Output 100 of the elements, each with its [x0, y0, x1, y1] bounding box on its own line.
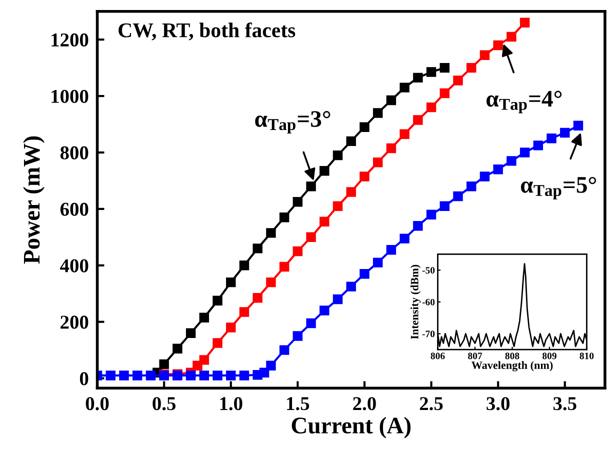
point [560, 128, 570, 138]
y-tick-label: 0 [80, 372, 88, 386]
point [426, 210, 436, 220]
point [239, 260, 250, 270]
y-tick-label: 1200 [52, 33, 88, 47]
point [292, 197, 303, 207]
y-tick-label: -50 [422, 267, 435, 274]
point [320, 166, 330, 176]
y-tick-label: -70 [422, 330, 435, 338]
point [360, 122, 370, 132]
point [440, 201, 450, 211]
y-tick-label: -60 [422, 298, 435, 306]
chart-title: CW, RT, both facets [118, 22, 296, 40]
annotation: α$_{Tap}$=4° [486, 90, 562, 114]
point [292, 331, 303, 341]
point [239, 370, 250, 380]
point [400, 82, 410, 92]
point [332, 150, 343, 160]
point [106, 370, 116, 380]
point [346, 187, 356, 197]
point [413, 221, 423, 231]
point [440, 88, 450, 98]
annotation: α$_{Tap}$=5° [520, 176, 596, 200]
point [266, 277, 276, 288]
y-axis-title: Intensity (dBm) [410, 264, 421, 340]
point [252, 244, 262, 254]
x-axis-title: Current (A) [292, 416, 411, 438]
point [306, 318, 316, 328]
point [573, 120, 584, 131]
point [226, 322, 236, 332]
point [372, 158, 383, 168]
point [520, 148, 530, 158]
y-axis-title: Power (mW) [23, 136, 44, 264]
annotation: α$_{Tap}$=3° [255, 111, 330, 134]
point [372, 258, 383, 268]
point [533, 140, 544, 150]
point [186, 370, 196, 380]
point [212, 296, 222, 306]
point [320, 306, 330, 316]
point [426, 67, 436, 77]
point [453, 76, 463, 86]
y-tick-label: 1000 [52, 90, 88, 103]
point [332, 201, 343, 211]
point [199, 370, 210, 380]
point [226, 370, 236, 380]
x-tick-label: 809 [542, 352, 556, 360]
point [466, 62, 476, 73]
point [480, 172, 490, 182]
point [132, 370, 142, 380]
point [506, 156, 516, 166]
x-tick-label: 807 [468, 352, 482, 360]
point [386, 143, 396, 154]
point [453, 191, 463, 202]
point [346, 282, 356, 292]
point [360, 268, 370, 279]
point [306, 181, 316, 192]
point [386, 245, 396, 255]
point [146, 370, 156, 380]
point [360, 172, 370, 182]
point [506, 32, 516, 42]
point [292, 246, 303, 256]
x-tick-label: 0.5 [152, 397, 176, 410]
point [426, 102, 436, 112]
x-tick-label: 3.5 [553, 397, 576, 410]
point [372, 108, 383, 118]
point [192, 360, 202, 370]
point [199, 355, 210, 365]
point [266, 360, 276, 370]
point [320, 216, 330, 226]
point [546, 134, 556, 144]
x-tick-label: 2.5 [420, 397, 443, 410]
point [480, 50, 490, 60]
x-axis-title: Wavelength (nm) [472, 361, 553, 372]
y-tick-label: 600 [60, 202, 88, 216]
x-tick-label: 2.0 [353, 397, 376, 410]
point [279, 262, 290, 272]
point [252, 292, 262, 303]
point [413, 115, 423, 125]
point [199, 312, 210, 322]
point [212, 370, 222, 380]
point [400, 234, 410, 244]
point [400, 129, 410, 139]
point [119, 370, 129, 380]
point [520, 18, 530, 28]
y-tick-label: 200 [60, 316, 88, 329]
point [440, 62, 450, 73]
x-tick-label: 0.0 [86, 397, 109, 410]
y-tick-label: 800 [60, 146, 88, 160]
point [279, 345, 290, 355]
x-tick-label: 810 [580, 352, 594, 360]
point [306, 232, 316, 242]
point [386, 95, 396, 106]
point [466, 181, 476, 192]
point [186, 328, 196, 338]
x-tick-label: 1.0 [220, 397, 242, 410]
point [413, 72, 423, 83]
x-tick-label: 1.5 [287, 397, 310, 410]
x-tick-label: 3.0 [486, 397, 510, 410]
point [239, 307, 250, 317]
point [279, 212, 290, 222]
